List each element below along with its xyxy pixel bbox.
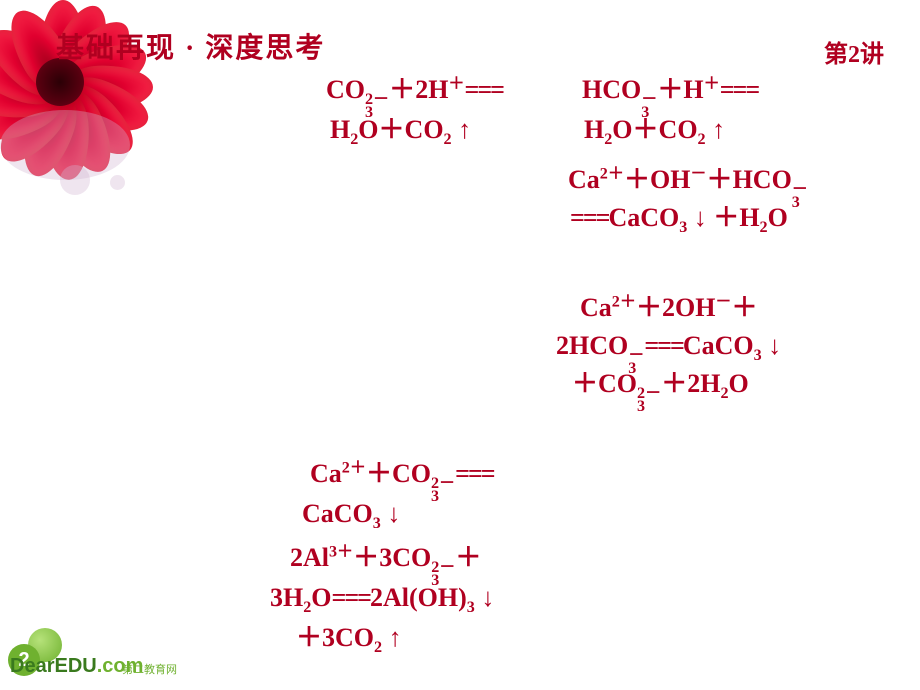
- equation-5-line-2: CaCO3 ↓: [302, 496, 400, 532]
- equation-3-line-2: ===CaCO3 ↓ ＋H2O: [570, 200, 788, 236]
- equation-6-line-2: 3H2O===2Al(OH)3 ↓: [270, 580, 494, 616]
- page-title: 基础再现 · 深度思考: [56, 26, 325, 66]
- equation-4-line-3: ＋CO2－3＋2H2O: [572, 366, 749, 413]
- equation-6-line-3: ＋3CO2 ↑: [296, 620, 402, 656]
- equation-1-line-2: H2O＋CO2 ↑: [330, 112, 471, 148]
- lecture-label: 第2讲: [824, 34, 884, 69]
- logo-subtitle: 第二教育网: [122, 664, 177, 676]
- equation-4-line-1: Ca2＋＋2OH－＋: [580, 290, 758, 326]
- equation-2-line-2: H2O＋CO2 ↑: [584, 112, 725, 148]
